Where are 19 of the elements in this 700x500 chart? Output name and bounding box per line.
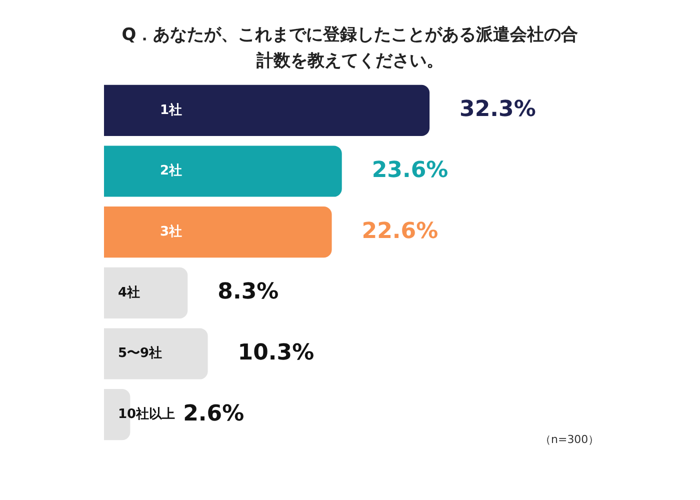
data-label: 2.6%: [183, 401, 244, 426]
y-tick-label: 10社以上: [118, 406, 176, 422]
bar: [104, 146, 342, 197]
y-tick-label: 1社: [160, 102, 182, 118]
y-tick-label: 2社: [160, 162, 182, 179]
chart-title: Q．あなたが、これまでに登録したことがある派遣会社の合計数を教えてください。: [120, 24, 580, 73]
data-label: 8.3%: [218, 280, 279, 305]
text: （n=300）: [540, 432, 600, 447]
y-tick-label: 3社: [160, 223, 182, 240]
bar: [104, 84, 430, 136]
y-tick-label: 5〜9社: [118, 345, 162, 362]
data-label: 23.6%: [372, 158, 448, 183]
bar: [104, 206, 332, 258]
data-label: 10.3%: [238, 340, 314, 366]
data-label: 32.3%: [460, 97, 536, 122]
bar: [104, 328, 208, 380]
bar: [104, 267, 188, 318]
y-tick-label: 4社: [118, 284, 140, 300]
data-label: 22.6%: [362, 218, 438, 244]
